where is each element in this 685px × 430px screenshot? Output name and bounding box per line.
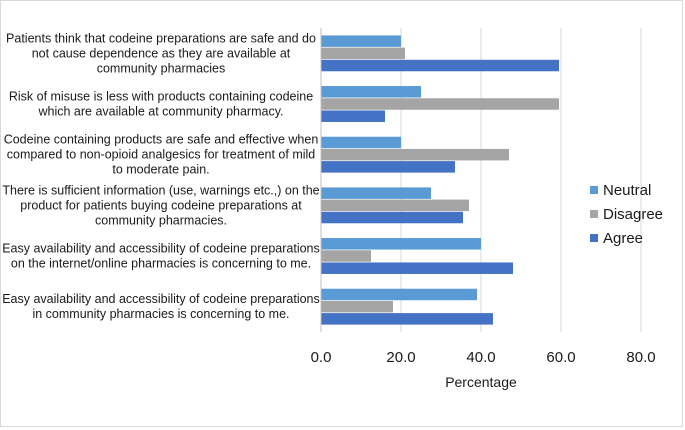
bar-agree-1: [321, 59, 559, 72]
category-label-line: compared to non-opioid analgesics for tr…: [7, 148, 316, 162]
category-label-1: Patients think that codeine preparations…: [6, 31, 316, 75]
category-labels: Patients think that codeine preparations…: [2, 31, 320, 321]
category-label-line: to moderate pain.: [112, 163, 209, 177]
bar-neutral-2: [321, 86, 421, 98]
category-label-4: There is sufficient information (use, wa…: [2, 183, 319, 227]
category-label-6: Easy availability and accessibility of c…: [2, 292, 320, 321]
bar-disagree-5: [321, 250, 371, 262]
bar-neutral-3: [321, 136, 401, 149]
bar-neutral-6: [321, 288, 477, 301]
x-tick-label: 20.0: [386, 349, 415, 366]
category-label-line: There is sufficient information (use, wa…: [2, 183, 319, 197]
legend-label-disagree: Disagree: [603, 206, 663, 223]
bar-disagree-4: [321, 199, 469, 212]
bar-agree-3: [321, 161, 455, 173]
category-label-5: Easy availability and accessibility of c…: [2, 242, 320, 271]
category-label-line: Patients think that codeine preparations…: [6, 31, 316, 45]
category-label-line: on the internet/online pharmacies is con…: [11, 257, 311, 271]
category-label-line: product for patients buying codeine prep…: [20, 198, 302, 212]
bar-agree-6: [321, 313, 493, 325]
x-tick-label: 60.0: [546, 349, 575, 366]
bar-neutral-1: [321, 35, 401, 47]
x-tick-label: 40.0: [466, 349, 495, 366]
legend-label-neutral: Neutral: [603, 182, 651, 199]
bar-neutral-5: [321, 238, 481, 250]
bar-agree-5: [321, 262, 513, 274]
bar-agree-2: [321, 110, 385, 122]
bar-disagree-3: [321, 148, 509, 161]
category-label-line: in community pharmacies is concerning to…: [32, 307, 289, 321]
legend-swatch-disagree: [590, 210, 598, 218]
legend-swatch-agree: [590, 234, 598, 242]
bar-disagree-6: [321, 300, 393, 313]
category-label-line: Easy availability and accessibility of c…: [2, 292, 320, 306]
bar-disagree-1: [321, 47, 405, 60]
category-label-line: Risk of misuse is less with products con…: [9, 90, 313, 104]
legend: Neutral Disagree Agree: [590, 182, 663, 247]
bars: [321, 35, 559, 325]
legend-label-agree: Agree: [603, 230, 643, 247]
x-tick-label: 0.0: [311, 349, 332, 366]
category-label-line: not cause dependence as they are availab…: [32, 46, 291, 60]
category-label-line: Codeine containing products are safe and…: [4, 133, 319, 147]
category-label-line: Easy availability and accessibility of c…: [2, 242, 320, 256]
category-label-3: Codeine containing products are safe and…: [4, 133, 319, 177]
legend-swatch-neutral: [590, 186, 598, 194]
bar-agree-4: [321, 211, 463, 224]
x-tick-label: 80.0: [626, 349, 655, 366]
category-label-line: which are available at community pharmac…: [37, 105, 283, 119]
gridlines: [400, 28, 642, 332]
category-label-line: community pharmacies: [97, 61, 226, 75]
bar-disagree-2: [321, 98, 559, 110]
category-label-line: community pharmacies.: [95, 213, 227, 227]
category-label-2: Risk of misuse is less with products con…: [9, 90, 313, 119]
x-axis-title: Percentage: [445, 374, 517, 390]
x-tick-labels: 0.0 20.0 40.0 60.0 80.0: [311, 349, 656, 366]
bar-neutral-4: [321, 187, 431, 199]
